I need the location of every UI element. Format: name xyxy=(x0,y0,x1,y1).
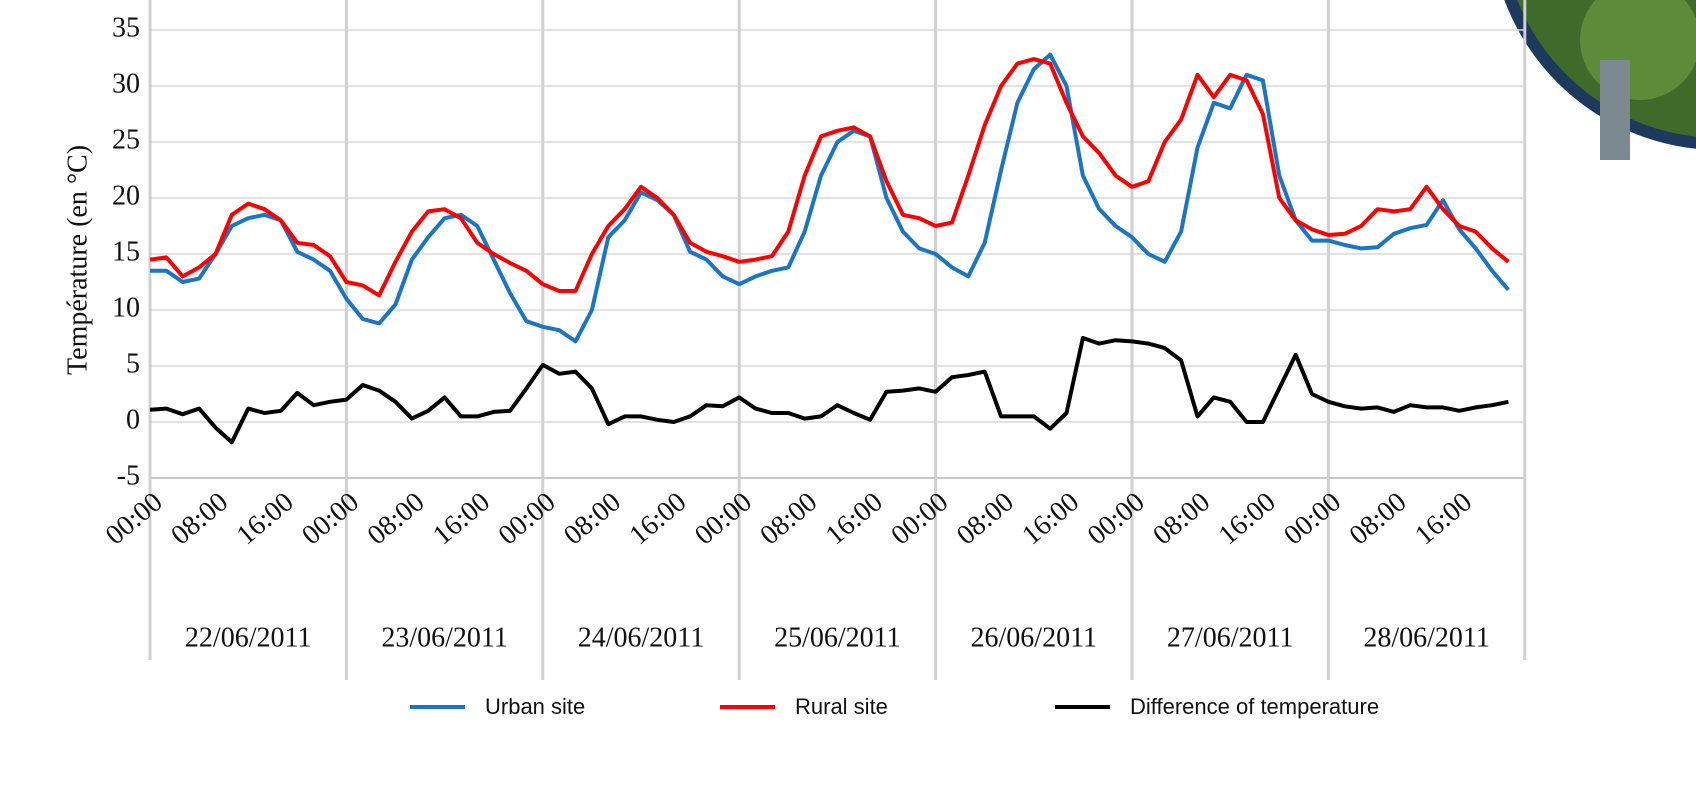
series-line xyxy=(149,336,1509,445)
y-tick-label: -5 xyxy=(117,460,140,491)
x-tick-label: 00:00 xyxy=(1278,487,1347,552)
x-tick-label: 00:00 xyxy=(885,487,954,552)
series-line xyxy=(149,57,1510,298)
y-tick-label: 35 xyxy=(112,12,140,43)
x-tick-label: 08:00 xyxy=(755,487,824,552)
y-tick-label: 25 xyxy=(112,124,140,155)
y-tick-label: 0 xyxy=(126,404,140,435)
date-label: 24/06/2011 xyxy=(578,622,705,653)
y-tick-label: 10 xyxy=(112,292,140,323)
x-tick-label: 00:00 xyxy=(296,487,365,552)
x-tick-label: 16:00 xyxy=(1213,487,1282,552)
x-tick-label: 08:00 xyxy=(165,487,234,552)
x-tick-label: 16:00 xyxy=(1409,487,1478,552)
y-tick-label: 5 xyxy=(126,348,140,379)
date-label: 22/06/2011 xyxy=(185,622,312,653)
x-tick-label: 08:00 xyxy=(558,487,627,552)
y-tick-label: 30 xyxy=(112,68,140,99)
x-tick-label: 16:00 xyxy=(624,487,693,552)
y-tick-label: 15 xyxy=(112,236,140,267)
x-tick-label: 16:00 xyxy=(1016,487,1085,552)
date-label: 25/06/2011 xyxy=(774,622,901,653)
date-label: 26/06/2011 xyxy=(971,622,1098,653)
x-tick-label: 16:00 xyxy=(427,487,496,552)
date-label: 23/06/2011 xyxy=(381,622,508,653)
x-tick-label: 16:00 xyxy=(231,487,300,552)
x-tick-label: 08:00 xyxy=(1147,487,1216,552)
x-tick-label: 08:00 xyxy=(362,487,431,552)
legend-label: Difference of temperature xyxy=(1130,694,1379,719)
x-tick-label: 08:00 xyxy=(951,487,1020,552)
x-tick-label: 08:00 xyxy=(1344,487,1413,552)
date-label: 27/06/2011 xyxy=(1167,622,1294,653)
series-line xyxy=(150,52,1510,344)
date-label: 28/06/2011 xyxy=(1363,622,1490,653)
photo-corner xyxy=(1504,0,1696,160)
x-tick-label: 00:00 xyxy=(1082,487,1151,552)
x-tick-label: 16:00 xyxy=(820,487,889,552)
x-tick-label: 00:00 xyxy=(493,487,562,552)
y-axis-label: Température (en °C) xyxy=(62,145,93,375)
x-tick-label: 00:00 xyxy=(689,487,758,552)
y-tick-label: 20 xyxy=(112,180,140,211)
legend-label: Rural site xyxy=(795,694,888,719)
legend-label: Urban site xyxy=(485,694,585,719)
x-tick-label: 00:00 xyxy=(100,487,169,552)
